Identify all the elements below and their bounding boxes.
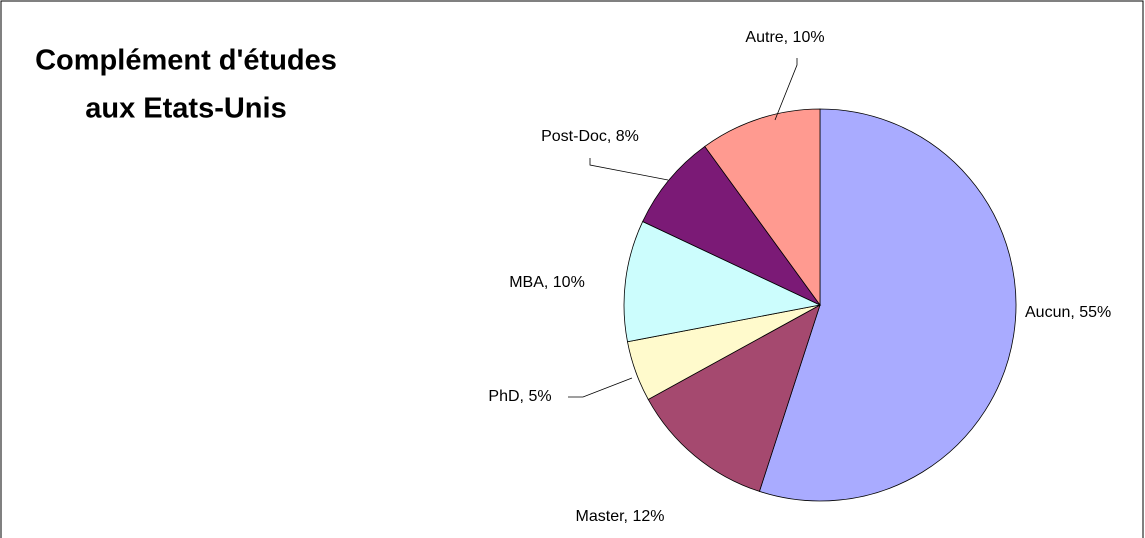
leader-line: [568, 377, 633, 398]
leader-line: [589, 158, 669, 181]
pie: [623, 108, 1017, 502]
pie-slice: [704, 108, 821, 307]
chart-title: aux Etats-Unis: [85, 93, 286, 125]
data-label: PhD, 5%: [488, 388, 551, 405]
data-label: Master, 12%: [576, 508, 665, 525]
data-label: Aucun, 55%: [1025, 304, 1111, 321]
pie-slice: [758, 108, 1017, 502]
data-label: Post-Doc, 8%: [541, 128, 639, 145]
data-label: MBA, 10%: [509, 274, 585, 291]
chart-title: Complément d'études: [35, 45, 337, 77]
leader-line: [774, 58, 798, 121]
pie-slice: [642, 145, 821, 306]
pie-slice: [623, 221, 822, 343]
data-label: Autre, 10%: [745, 29, 824, 46]
pie-slice: [647, 304, 821, 492]
